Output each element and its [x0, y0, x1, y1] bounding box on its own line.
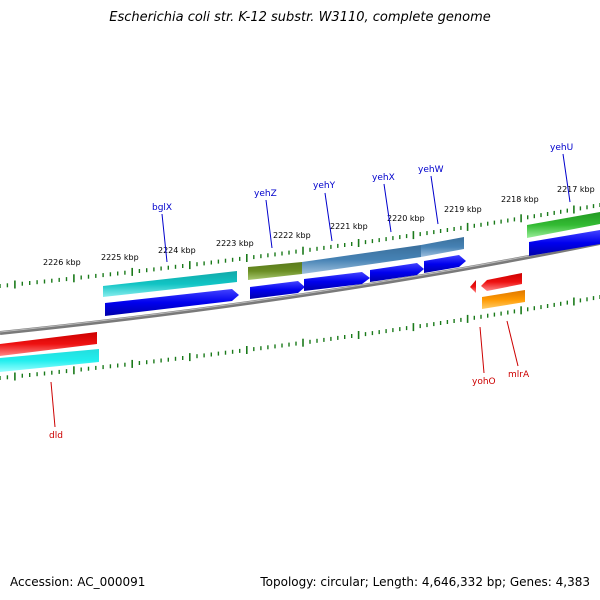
- gene-arrow-yehX[interactable]: [370, 263, 424, 282]
- gene-label-yohO[interactable]: yohO: [472, 377, 496, 387]
- leader-yehU: [562, 153, 571, 203]
- tick-label-2226: 2226 kbp: [43, 258, 81, 267]
- tick-label-2224: 2224 kbp: [158, 246, 196, 255]
- accession-label: Accession: AC_000091: [10, 575, 146, 589]
- gene-bar-dld-lower[interactable]: [0, 349, 99, 372]
- leader-bglX: [161, 213, 168, 263]
- leader-yehY: [324, 192, 333, 242]
- gene-arrow-yehU[interactable]: [529, 230, 600, 256]
- leader-mlrA: [506, 320, 519, 367]
- genome-summary: Topology: circular; Length: 4,646,332 bp…: [260, 575, 590, 589]
- gene-label-yehW[interactable]: yehW: [418, 165, 444, 175]
- tick-label-2219: 2219 kbp: [444, 205, 482, 214]
- tick-label-2221: 2221 kbp: [330, 222, 368, 231]
- tick-label-2217: 2217 kbp: [557, 185, 595, 194]
- leader-dld: [50, 381, 56, 428]
- gene-label-yehZ[interactable]: yehZ: [254, 189, 277, 199]
- gene-arrow-yehZ[interactable]: [250, 281, 305, 299]
- gene-arrow-yohO[interactable]: [470, 280, 476, 293]
- leader-yohO: [479, 326, 485, 374]
- tick-label-2223: 2223 kbp: [216, 239, 254, 248]
- gene-bar-yehYXW-outer[interactable]: [302, 245, 421, 274]
- genome-backbone: [0, 241, 600, 335]
- leader-yehZ: [265, 199, 273, 249]
- tick-label-2222: 2222 kbp: [273, 231, 311, 240]
- gene-arrow-yehW[interactable]: [424, 255, 466, 273]
- gene-label-mlrA[interactable]: mlrA: [508, 370, 530, 380]
- tick-label-2220: 2220 kbp: [387, 214, 425, 223]
- gene-bar-yehW-outer[interactable]: [421, 237, 464, 257]
- gene-arrow-bglX[interactable]: [105, 289, 239, 316]
- leader-yehW: [430, 175, 439, 225]
- gene-label-yehY[interactable]: yehY: [313, 181, 336, 191]
- tick-label-2225: 2225 kbp: [101, 253, 139, 262]
- gene-label-yehX[interactable]: yehX: [372, 173, 395, 183]
- leader-yehX: [383, 183, 392, 233]
- gene-label-bglX[interactable]: bglX: [152, 203, 172, 213]
- tick-track-lower: [0, 295, 600, 381]
- gene-label-yehU[interactable]: yehU: [550, 143, 573, 153]
- genome-backbone-highlight: [0, 241, 600, 333]
- gene-arrow-yehY[interactable]: [304, 272, 370, 291]
- gene-bar-yehZ-outer[interactable]: [248, 262, 302, 280]
- tick-label-2218: 2218 kbp: [501, 195, 539, 204]
- tick-track-upper: [0, 203, 600, 289]
- gene-bar-bglX-outer[interactable]: [103, 271, 237, 297]
- map-title: Escherichia coli str. K-12 substr. W3110…: [109, 10, 491, 25]
- gene-arrow-mlrA[interactable]: [481, 273, 522, 291]
- gene-arrow-dld[interactable]: [0, 332, 97, 356]
- gene-bar-mlrA-lower[interactable]: [482, 290, 525, 309]
- gene-label-dld[interactable]: dld: [49, 431, 63, 441]
- gene-bar-yehU-outer[interactable]: [527, 212, 600, 238]
